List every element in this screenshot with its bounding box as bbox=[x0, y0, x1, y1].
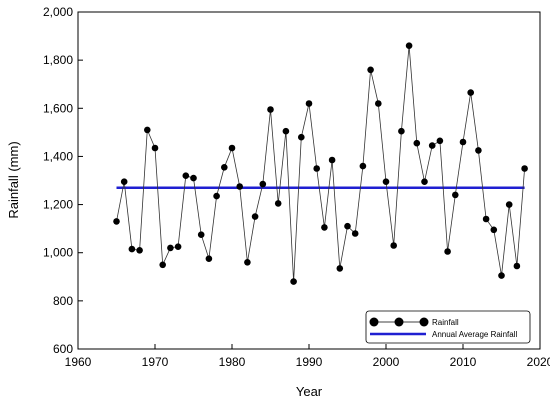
rainfall-point bbox=[475, 147, 482, 154]
rainfall-point bbox=[505, 201, 513, 208]
x-tick-label: 2000 bbox=[373, 355, 400, 369]
legend-rainfall-label: Rainfall bbox=[432, 318, 459, 327]
rainfall-point bbox=[359, 162, 367, 170]
rainfall-point bbox=[274, 200, 282, 207]
rainfall-point bbox=[244, 259, 251, 266]
rainfall-point bbox=[328, 156, 336, 164]
rainfall-point bbox=[167, 244, 174, 252]
rainfall-point bbox=[490, 226, 498, 234]
rainfall-point bbox=[405, 42, 413, 49]
rainfall-point bbox=[482, 215, 490, 223]
legend-average-label: Annual Average Rainfall bbox=[432, 330, 517, 339]
rainfall-point bbox=[382, 178, 390, 185]
rainfall-point bbox=[336, 265, 344, 272]
y-tick-label: 1,600 bbox=[43, 101, 73, 115]
rainfall-point bbox=[282, 127, 290, 135]
rainfall-point bbox=[228, 144, 236, 152]
legend-rainfall-marker bbox=[369, 317, 379, 327]
x-tick-label: 1980 bbox=[219, 355, 246, 369]
rainfall-point bbox=[375, 100, 382, 107]
rainfall-point bbox=[128, 245, 136, 253]
rainfall-point bbox=[344, 222, 351, 230]
rainfall-point bbox=[267, 106, 274, 113]
rainfall-point bbox=[136, 247, 143, 254]
rainfall-point bbox=[467, 89, 475, 96]
legend: Rainfall Annual Average Rainfall bbox=[365, 310, 531, 344]
legend-rainfall-marker bbox=[394, 317, 404, 327]
y-tick-label: 2,000 bbox=[43, 5, 73, 19]
rainfall-point bbox=[413, 139, 421, 147]
rainfall-point bbox=[144, 126, 151, 134]
x-axis: 1960 1970 1980 1990 2000 2010 2020 bbox=[65, 344, 550, 369]
y-tick-label: 600 bbox=[53, 342, 73, 356]
rainfall-point bbox=[298, 133, 305, 141]
rainfall-point bbox=[398, 127, 405, 135]
rainfall-point bbox=[305, 100, 313, 107]
rainfall-point bbox=[251, 213, 259, 220]
rainfall-point bbox=[428, 142, 436, 149]
rainfall-point bbox=[113, 218, 120, 225]
rainfall-point bbox=[290, 278, 297, 285]
rainfall-point bbox=[421, 178, 428, 185]
y-axis-title: Rainfall (mm) bbox=[6, 141, 21, 218]
rainfall-point bbox=[197, 231, 205, 238]
y-tick-label: 1,400 bbox=[43, 149, 73, 163]
rainfall-point bbox=[190, 174, 197, 182]
rainfall-point bbox=[182, 172, 190, 179]
rainfall-point bbox=[444, 248, 451, 255]
rainfall-point bbox=[205, 255, 213, 262]
y-axis: 600 800 1,000 1,200 1,400 1,600 1,800 2,000 bbox=[43, 5, 83, 356]
rainfall-point bbox=[459, 138, 467, 146]
y-tick-label: 1,800 bbox=[43, 53, 73, 67]
rainfall-point bbox=[259, 180, 267, 188]
legend-rainfall-marker bbox=[419, 317, 429, 327]
rainfall-point bbox=[351, 230, 359, 237]
rainfall-point bbox=[236, 183, 243, 190]
x-tick-label: 2010 bbox=[450, 355, 477, 369]
rainfall-point bbox=[367, 66, 374, 74]
x-tick-label: 2020 bbox=[527, 355, 550, 369]
x-tick-label: 1970 bbox=[142, 355, 169, 369]
x-axis-title: Year bbox=[296, 384, 323, 399]
rainfall-point bbox=[213, 192, 220, 200]
rainfall-point bbox=[151, 144, 159, 152]
plot-frame bbox=[77, 11, 541, 350]
rainfall-point bbox=[436, 137, 444, 145]
rainfall-point bbox=[120, 178, 128, 185]
rainfall-point bbox=[221, 164, 228, 171]
rainfall-point bbox=[521, 165, 528, 172]
series-layer bbox=[113, 42, 528, 285]
rainfall-line bbox=[116, 45, 525, 282]
rainfall-point bbox=[498, 272, 505, 279]
y-tick-label: 800 bbox=[53, 294, 73, 308]
rainfall-point bbox=[321, 224, 328, 231]
x-tick-label: 1990 bbox=[296, 355, 323, 369]
rainfall-point bbox=[390, 242, 398, 249]
y-tick-label: 1,200 bbox=[43, 198, 73, 212]
rainfall-point bbox=[174, 243, 182, 250]
rainfall-point bbox=[513, 262, 521, 270]
rainfall-point bbox=[452, 191, 459, 199]
rainfall-point bbox=[313, 165, 321, 172]
y-tick-label: 1,000 bbox=[43, 246, 73, 260]
rainfall-point bbox=[159, 261, 166, 269]
x-tick-label: 1960 bbox=[65, 355, 92, 369]
